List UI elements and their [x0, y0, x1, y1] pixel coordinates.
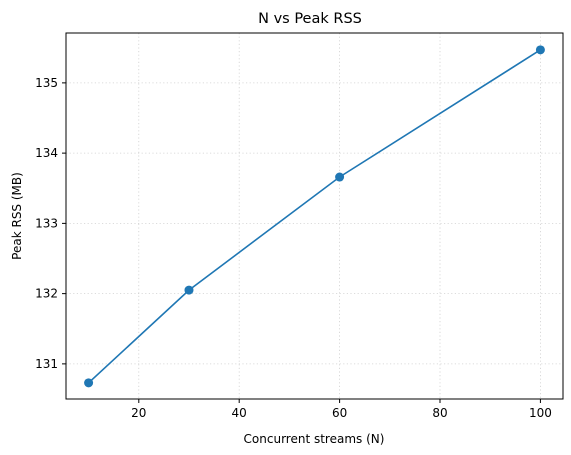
series-line — [88, 49, 541, 384]
plot-frame — [65, 32, 564, 400]
data-point — [184, 285, 194, 295]
x-axis-label: Concurrent streams (N) — [244, 432, 385, 446]
data-point — [535, 45, 545, 55]
axis-ticks: 20 40 60 80 100 131 132 133 134 135 — [35, 76, 552, 420]
y-tick-label: 135 — [35, 76, 58, 90]
chart-title: N vs Peak RSS — [258, 11, 362, 27]
data-point — [84, 378, 94, 388]
data-point — [335, 172, 345, 182]
x-tick-label: 20 — [131, 406, 146, 420]
x-tick-label: 60 — [332, 406, 347, 420]
x-tick-label: 100 — [529, 406, 552, 420]
y-axis-label: Peak RSS (MB) — [10, 172, 24, 260]
y-tick-label: 131 — [35, 357, 58, 371]
y-tick-label: 132 — [35, 287, 58, 301]
x-tick-label: 80 — [432, 406, 447, 420]
y-tick-label: 133 — [35, 216, 58, 230]
y-tick-label: 134 — [35, 146, 58, 160]
x-tick-label: 40 — [232, 406, 247, 420]
grid — [66, 33, 563, 399]
series-layer — [84, 45, 545, 388]
